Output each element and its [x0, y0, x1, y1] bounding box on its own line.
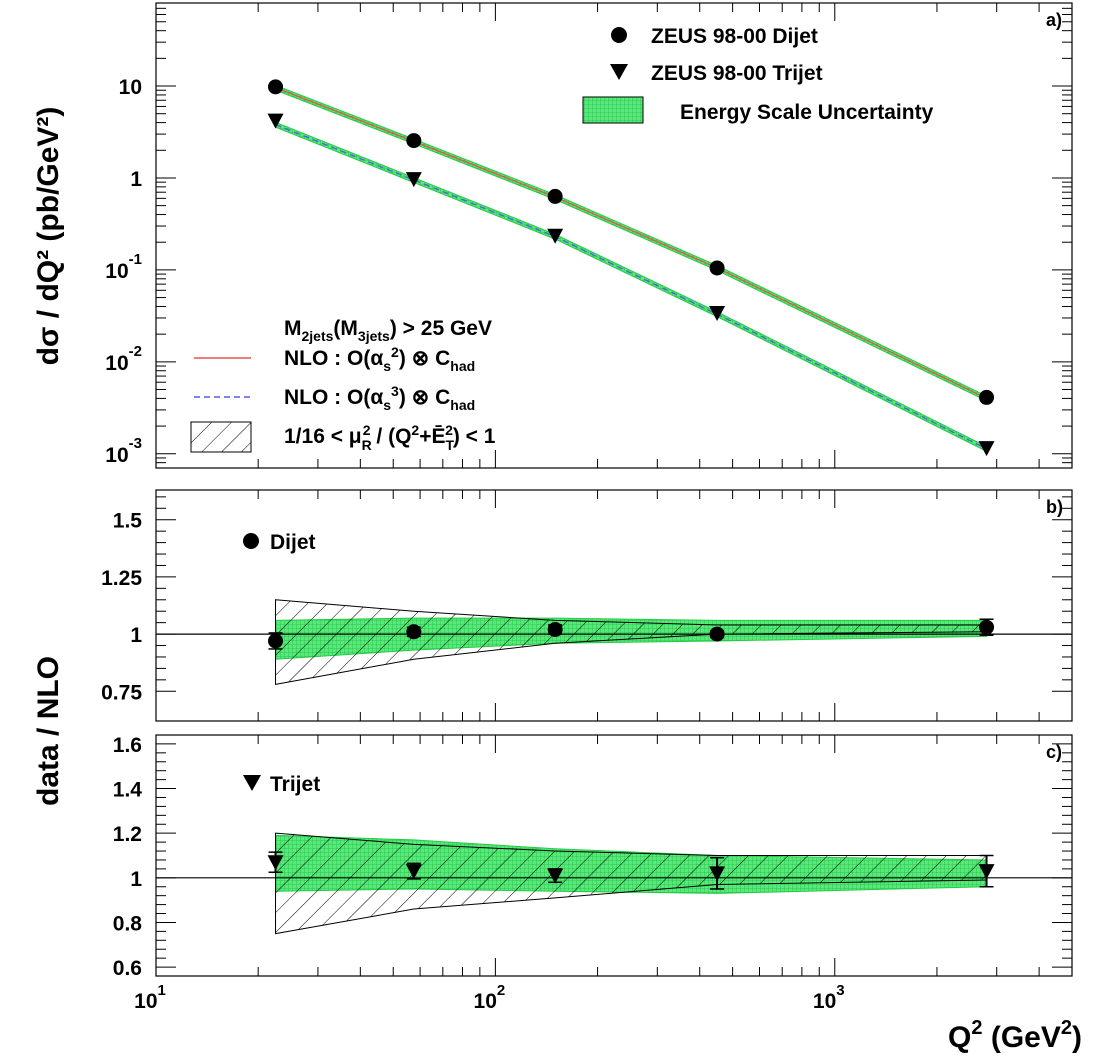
x-axis-label: Q2 (GeV2) [948, 1017, 1082, 1054]
legend-c-trijet-label: Trijet [270, 773, 320, 796]
panel-b: 1.5 1.25 1 0.75 b) Dijet [101, 489, 1073, 722]
legend-top: ZEUS 98-00 Dijet ZEUS 98-00 Trijet Energ… [582, 25, 934, 124]
legend-nlo3-label: NLO : O(αs3) ⊗ Chad [284, 383, 475, 413]
ratio-point-4 [978, 864, 995, 880]
ratio-point-2 [547, 868, 564, 884]
trijet-point-2 [547, 228, 564, 244]
legend-cut-header: M2jets(M3jets) > 25 GeV [284, 317, 492, 344]
panel-c-frame [155, 734, 1073, 977]
ytick-label: 0.6 [113, 957, 142, 980]
ratio-point-3 [709, 866, 726, 882]
legend-bottom: M2jets(M3jets) > 25 GeV NLO : O(αs2) ⊗ C… [190, 317, 496, 453]
a-ytick-label: 10-1 [105, 251, 142, 283]
legend-dijet-marker [611, 27, 627, 43]
dijet-point-0 [268, 79, 284, 95]
svg-text:data / NLO: data / NLO [32, 656, 65, 806]
dijet-point-2 [547, 188, 563, 204]
legend-energy-band-box [582, 96, 644, 124]
ratio-point-0 [268, 633, 284, 649]
xtick-label: 101 [134, 982, 166, 1013]
ytick-label: 1 [130, 868, 142, 891]
trijet-point-4 [978, 441, 995, 457]
legend-b-dijet-marker [243, 533, 259, 549]
svg-text:dσ / dQ² (pb/GeV²): dσ / dQ² (pb/GeV²) [32, 107, 65, 366]
ytick-label: 1.5 [113, 510, 143, 533]
panel-c-label: c) [1046, 742, 1062, 762]
x-tick-labels: 101 102 103 [134, 982, 844, 1013]
ratio-ylabel: data / NLO [32, 656, 65, 806]
legend-scale-label: 1/16 < μR2 / (Q2+ĒT2) < 1 [284, 422, 496, 453]
ytick-label: 1 [130, 624, 142, 647]
xtick-label: 102 [474, 982, 506, 1013]
legend-trijet-marker [610, 64, 628, 80]
panel-a: 10 1 10-1 10-2 10-3 a) dσ / dQ² (pb/GeV²) ZE… [32, 2, 1073, 469]
legend-nlo2-label: NLO : O(αs2) ⊗ Chad [284, 344, 475, 374]
a-ytick-label: 10-2 [105, 343, 142, 375]
panel-b-frame [155, 489, 1073, 722]
panel-b-label: b) [1046, 497, 1063, 517]
panel-a-frame [155, 2, 1073, 469]
panel-a-label: a) [1046, 10, 1062, 30]
legend-dijet-label: ZEUS 98-00 Dijet [651, 25, 818, 48]
panel-c: 1.6 1.4 1.2 1 0.8 0.6 c) Trijet [113, 734, 1073, 980]
dijet-point-1 [406, 133, 422, 149]
legend-b-dijet-label: Dijet [270, 531, 316, 554]
a-ytick-label: 1 [130, 168, 142, 191]
dijet-point-3 [709, 260, 725, 276]
ratio-point-2 [547, 622, 563, 638]
legend-energy-label: Energy Scale Uncertainty [680, 101, 934, 124]
ratio-point-4 [979, 619, 995, 635]
xtick-label: 103 [813, 982, 845, 1013]
trijet-point-3 [709, 305, 726, 321]
ytick-label: 0.8 [113, 912, 143, 935]
ratio-point-1 [405, 864, 422, 880]
ytick-label: 1.25 [101, 567, 142, 590]
ytick-label: 1.2 [113, 823, 142, 846]
trijet-point-1 [405, 172, 422, 188]
panel-a-ylabel: dσ / dQ² (pb/GeV²) [32, 107, 65, 366]
legend-trijet-label: ZEUS 98-00 Trijet [651, 62, 823, 85]
ytick-label: 1.4 [113, 779, 143, 802]
a-ytick-label: 10-3 [105, 435, 142, 467]
ytick-label: 0.75 [101, 681, 142, 704]
ratio-point-1 [406, 624, 422, 640]
ratio-point-0 [267, 855, 284, 871]
a-ytick-label: 10 [119, 76, 142, 99]
ytick-label: 1.6 [113, 734, 142, 757]
legend-c-trijet-marker [243, 775, 261, 791]
trijet-point-0 [267, 113, 284, 129]
legend-scale-hatch-box [190, 421, 252, 453]
dijet-point-4 [979, 389, 995, 405]
ratio-point-3 [709, 626, 725, 642]
